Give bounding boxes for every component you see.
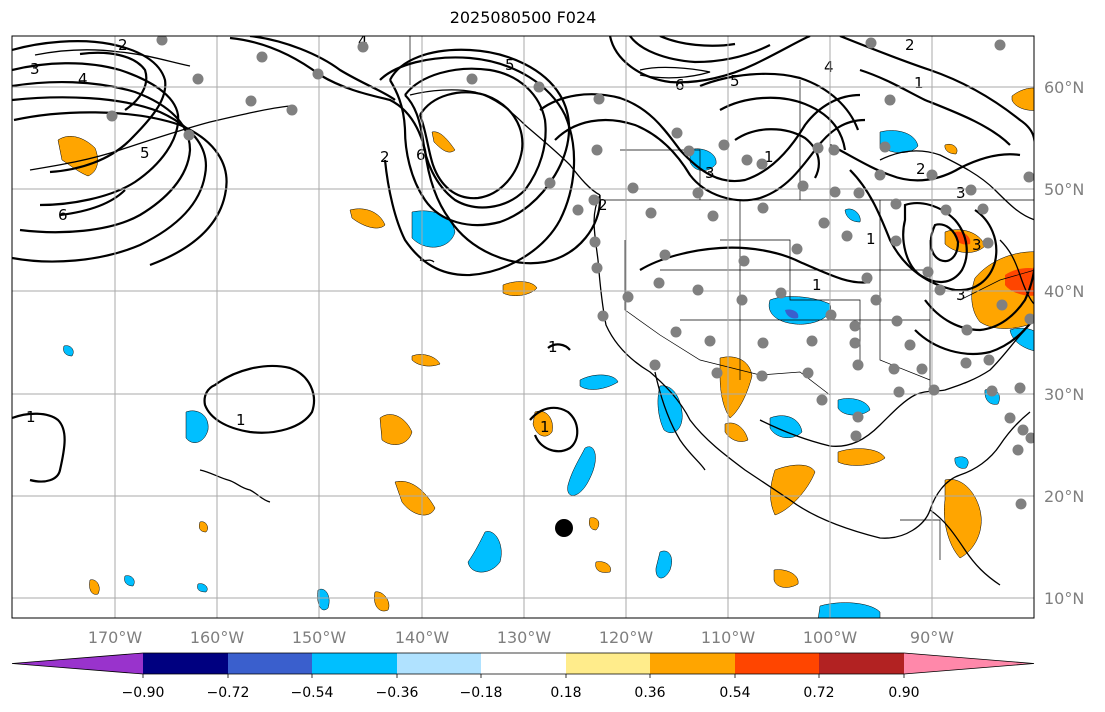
storm-center-marker bbox=[555, 519, 573, 537]
contour-label: 2 bbox=[598, 196, 608, 214]
colorbar-segment bbox=[481, 653, 566, 674]
lat-tick-label: 40°N bbox=[1044, 282, 1084, 301]
contour-label: 3 bbox=[956, 184, 966, 202]
lat-tick-label: 50°N bbox=[1044, 180, 1084, 199]
contour-label: 2 bbox=[380, 148, 390, 166]
colorbar-segment bbox=[312, 653, 397, 674]
colorbar-segment bbox=[735, 653, 819, 674]
colorbar-tick-label: 0.72 bbox=[803, 685, 834, 701]
colorbar-tick-label: −0.54 bbox=[291, 685, 334, 701]
plot-background bbox=[12, 36, 1034, 618]
contour-label: 5 bbox=[730, 72, 740, 90]
lon-tick-label: 170°W bbox=[88, 628, 143, 647]
contour-label: 5 bbox=[505, 56, 515, 74]
lon-tick-label: 140°W bbox=[395, 628, 450, 647]
plot-frame bbox=[11, 35, 1035, 619]
contour-label: 6 bbox=[58, 206, 68, 224]
colorbar-extend-min bbox=[12, 653, 143, 674]
lat-tick-label: 20°N bbox=[1044, 487, 1084, 506]
contour-label: 1 bbox=[812, 276, 822, 294]
lat-tick-label: 10°N bbox=[1044, 589, 1084, 608]
contour-label: 4 bbox=[824, 58, 834, 76]
graticule bbox=[12, 36, 1034, 618]
contour-label: 2 bbox=[916, 160, 926, 178]
contour-label: 1 bbox=[26, 408, 36, 426]
contour-label: 1 bbox=[548, 338, 558, 356]
contour-label: 1 bbox=[764, 148, 774, 166]
station-markers bbox=[106, 36, 1034, 510]
colorbar-segment bbox=[143, 653, 228, 674]
colorbar-extend-max bbox=[904, 653, 1034, 674]
lon-tick-label: 100°W bbox=[803, 628, 858, 647]
contour-label: 1 bbox=[540, 418, 550, 436]
contour-label: 1 bbox=[866, 230, 876, 248]
longitude-axis: 170°W 160°W 150°W 140°W 130°W 120°W 110°… bbox=[88, 628, 954, 647]
lon-tick-label: 90°W bbox=[910, 628, 954, 647]
colorbar-tick-label: −0.90 bbox=[122, 685, 165, 701]
colorbar-tick-label: 0.36 bbox=[634, 685, 665, 701]
lat-tick-label: 30°N bbox=[1044, 385, 1084, 404]
map-title: 2025080500 F024 bbox=[449, 8, 597, 27]
colorbar-tick-label: −0.18 bbox=[460, 685, 503, 701]
contour-label: 5 bbox=[140, 144, 150, 162]
lon-tick-label: 130°W bbox=[497, 628, 552, 647]
lon-tick-label: 120°W bbox=[599, 628, 654, 647]
contour-label: 6 bbox=[416, 146, 426, 164]
contour-label: 3 bbox=[30, 60, 40, 78]
lon-tick-label: 150°W bbox=[292, 628, 347, 647]
contour-label: 6 bbox=[675, 76, 685, 94]
colorbar-tick-label: 0.18 bbox=[550, 685, 581, 701]
colorbar-segment bbox=[566, 653, 650, 674]
colorbar-segment bbox=[650, 653, 735, 674]
contour-label: 4 bbox=[78, 70, 88, 88]
latitude-axis: 60°N 50°N 40°N 30°N 20°N 10°N bbox=[1044, 78, 1084, 608]
contour-label: 1 bbox=[236, 411, 246, 429]
political-borders bbox=[409, 36, 1034, 560]
contour-label: 2 bbox=[905, 36, 915, 54]
colorbar bbox=[11, 652, 1035, 678]
contour-label: 3 bbox=[705, 164, 715, 182]
colorbar-tick-labels: −0.90 −0.72 −0.54 −0.36 −0.18 0.18 0.36 … bbox=[122, 685, 920, 701]
contour-label: 3 bbox=[956, 286, 966, 304]
colorbar-tick-label: 0.54 bbox=[719, 685, 750, 701]
contour-label: 3 bbox=[972, 236, 982, 254]
colorbar-tick-label: −0.36 bbox=[376, 685, 419, 701]
colorbar-segment bbox=[397, 653, 481, 674]
lat-tick-label: 60°N bbox=[1044, 78, 1084, 97]
colorbar-tick-label: −0.72 bbox=[207, 685, 250, 701]
colorbar-segment bbox=[819, 653, 904, 674]
colorbar-segment bbox=[228, 653, 312, 674]
lon-tick-label: 110°W bbox=[701, 628, 756, 647]
lon-tick-label: 160°W bbox=[190, 628, 245, 647]
coastlines bbox=[29, 49, 1034, 586]
contour-label: 2 bbox=[118, 36, 128, 54]
contour-label: 1 bbox=[914, 74, 924, 92]
colorbar-tick-label: 0.90 bbox=[888, 685, 919, 701]
